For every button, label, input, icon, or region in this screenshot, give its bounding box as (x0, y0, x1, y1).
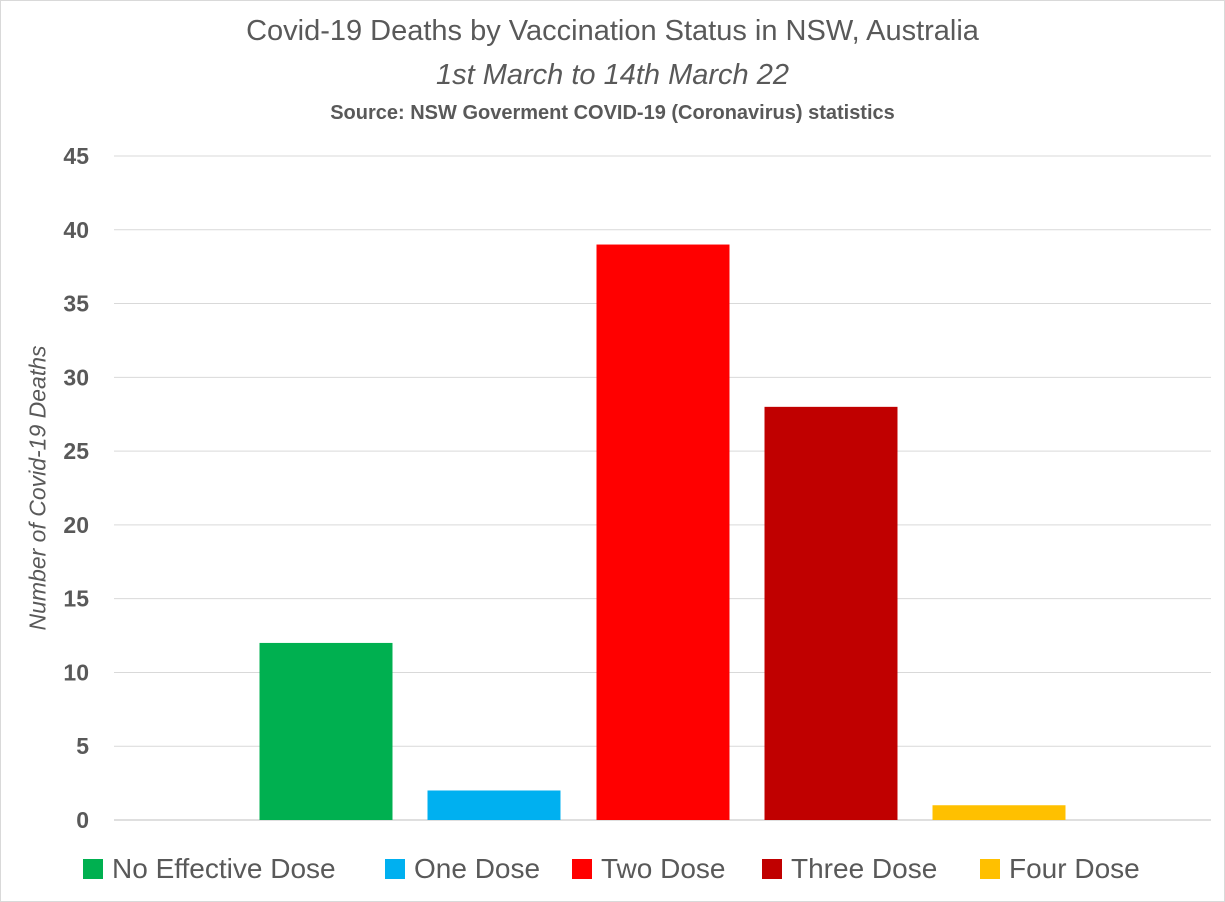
chart-title: Covid-19 Deaths by Vaccination Status in… (246, 15, 979, 47)
y-tick-label: 5 (76, 733, 89, 759)
legend-label: Two Dose (601, 853, 726, 884)
bar-four-dose (932, 805, 1066, 820)
y-tick-label: 15 (63, 586, 89, 612)
y-tick-label: 40 (63, 217, 89, 243)
bar-three-dose (764, 406, 898, 820)
chart-source: Source: NSW Goverment COVID-19 (Coronavi… (330, 102, 895, 124)
legend-label: Three Dose (791, 853, 938, 884)
legend-label: One Dose (414, 853, 541, 884)
y-tick-label: 25 (63, 438, 89, 464)
legend-item-three-dose: Three Dose (762, 849, 937, 889)
chart-subtitle: 1st March to 14th March 22 (436, 59, 789, 91)
y-tick-label: 10 (63, 659, 89, 685)
bar-two-dose (596, 244, 730, 821)
legend-swatch (762, 859, 782, 879)
legend-item-four-dose: Four Dose (980, 849, 1140, 889)
y-tick-label: 35 (63, 291, 89, 317)
y-tick-label: 45 (63, 143, 89, 169)
legend-swatch (572, 859, 592, 879)
legend-label: Four Dose (1009, 853, 1140, 884)
legend-item-one-dose: One Dose (385, 849, 540, 889)
legend-item-two-dose: Two Dose (572, 849, 726, 889)
legend-swatch (980, 859, 1000, 879)
legend-item-no-effective-dose: No Effective Dose (83, 849, 336, 889)
legend: No Effective Dose One Dose Two Dose Three D… (1, 849, 1224, 889)
bar-no-effective-dose (259, 642, 393, 820)
y-tick-label: 20 (63, 512, 89, 538)
y-tick-label: 0 (76, 807, 89, 833)
legend-swatch (83, 859, 103, 879)
legend-swatch (385, 859, 405, 879)
bar-one-dose (427, 790, 561, 820)
legend-label: No Effective Dose (112, 853, 336, 884)
y-tick-label: 30 (63, 364, 89, 390)
